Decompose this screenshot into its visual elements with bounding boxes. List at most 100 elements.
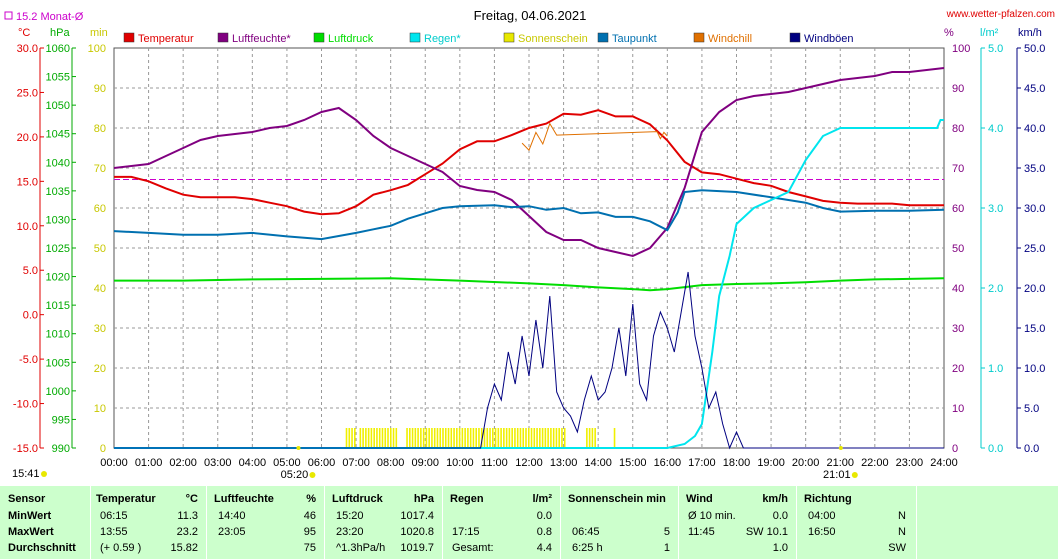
time-tick-label: 21:00 xyxy=(826,457,854,469)
min-tick-label: 100 xyxy=(88,43,106,55)
sunshine-bar xyxy=(387,428,389,448)
min-tick-label: 80 xyxy=(94,123,106,135)
sunshine-bar xyxy=(422,428,425,448)
stats-cell: 6:25 h xyxy=(572,542,603,554)
sunshine-bar xyxy=(433,428,436,448)
sunshine-bar xyxy=(486,428,489,448)
time-tick-label: 08:00 xyxy=(377,457,405,469)
kmh-tick-label: 40.0 xyxy=(1024,123,1045,135)
sunshine-bar xyxy=(442,428,444,448)
pct-tick-label: 20 xyxy=(952,363,964,375)
temp-tick-label: 5.0 xyxy=(23,265,38,277)
stats-cell: 0.8 xyxy=(536,526,552,538)
stats-cell: 95 xyxy=(303,526,316,538)
legend-label: Windböen xyxy=(804,33,854,45)
time-tick-label: 03:00 xyxy=(204,457,232,469)
pct-tick-label: 50 xyxy=(952,243,964,255)
stats-cell: 23.2 xyxy=(176,526,198,538)
temp-tick-label: 10.0 xyxy=(17,221,38,233)
legend: Temperatur Luftfeuchte* Luftdruck Regen* Son… xyxy=(123,32,854,45)
sunshine-bar xyxy=(536,428,538,448)
stats-separator xyxy=(442,486,443,559)
sunshine-bar xyxy=(533,428,536,448)
sunshine-bar xyxy=(373,428,375,448)
legend-label: Sonnenschein xyxy=(518,33,588,45)
stats-cell: 23:05 xyxy=(218,526,246,538)
time-tick-label: 12:00 xyxy=(515,457,543,469)
stats-table: Sensor Temperatur °C Luftfeuchte% Luftdruck h… xyxy=(0,486,1058,559)
unit-min: min xyxy=(90,27,108,39)
sunshine-bar xyxy=(541,428,544,448)
sunshine-bar xyxy=(389,428,392,448)
rain-tick-label: 0.0 xyxy=(988,443,1003,455)
sunshine-bar xyxy=(365,428,367,448)
kmh-tick-label: 5.0 xyxy=(1024,403,1039,415)
sunshine-bar xyxy=(505,428,508,448)
monthly-avg-label: 15.2 Monat-Ø xyxy=(16,11,84,23)
time-tick-label: 00:00 xyxy=(100,457,128,469)
pct-tick-label: 100 xyxy=(952,43,970,55)
kmh-tick-label: 25.0 xyxy=(1024,243,1045,255)
sunshine-bar xyxy=(475,428,477,448)
kmh-tick-label: 20.0 xyxy=(1024,283,1045,295)
sunshine-bar xyxy=(354,428,356,448)
now-sun-icon xyxy=(41,471,47,477)
stats-separator xyxy=(678,486,679,559)
sunshine-bar xyxy=(613,428,616,448)
stats-cell: 15.82 xyxy=(170,542,198,554)
sunshine-bar xyxy=(381,428,384,448)
sunshine-bar xyxy=(500,428,502,448)
stats-separator xyxy=(206,486,207,559)
temp-tick-label: -5.0 xyxy=(19,354,38,366)
legend-swatch xyxy=(693,32,705,43)
site-link[interactable]: www.wetter-pfalzen.com xyxy=(946,9,1055,20)
sunshine-bar xyxy=(494,428,497,448)
sunshine-bar xyxy=(591,428,594,448)
stats-row-label: MinWert xyxy=(8,510,52,522)
stats-header: km/h xyxy=(762,493,788,505)
sunset-icon xyxy=(851,472,858,478)
temp-tick-label: -15.0 xyxy=(13,443,38,455)
stats-cell: SW xyxy=(888,542,906,554)
stats-header: l/m² xyxy=(532,493,552,505)
legend-label: Windchill xyxy=(708,33,752,45)
sunrise-icon xyxy=(309,472,316,478)
pct-tick-label: 40 xyxy=(952,283,964,295)
hpa-tick-label: 1030 xyxy=(46,214,70,226)
stats-cell: 13:55 xyxy=(100,526,128,538)
kmh-tick-label: 30.0 xyxy=(1024,203,1045,215)
stats-cell: 14:40 xyxy=(218,510,246,522)
time-tick-label: 16:00 xyxy=(654,457,682,469)
sunshine-bar xyxy=(525,428,527,448)
stats-header: Luftfeuchte xyxy=(214,493,274,505)
sunshine-bar xyxy=(392,428,395,448)
sunshine-bar xyxy=(436,428,439,448)
time-tick-label: 15:00 xyxy=(619,457,647,469)
kmh-tick-label: 45.0 xyxy=(1024,83,1045,95)
min-tick-label: 40 xyxy=(94,283,106,295)
stats-cell: 04:00 xyxy=(808,510,836,522)
time-tick-label: 07:00 xyxy=(342,457,370,469)
rain-tick-label: 5.0 xyxy=(988,43,1003,55)
time-tick-label: 19:00 xyxy=(757,457,785,469)
sunshine-bar xyxy=(547,428,549,448)
stats-cell: Gesamt: xyxy=(452,542,494,554)
time-tick-label: 23:00 xyxy=(896,457,924,469)
stats-cell: 4.4 xyxy=(536,542,552,554)
sunshine-bar xyxy=(444,428,447,448)
stats-header: hPa xyxy=(413,493,434,505)
sunshine-bar xyxy=(450,428,453,448)
stats-cell: 0.0 xyxy=(772,510,788,522)
monthly-avg-swatch xyxy=(4,11,13,20)
sunshine-bar xyxy=(508,428,511,448)
kmh-tick-label: 50.0 xyxy=(1024,43,1045,55)
stats-header: % xyxy=(306,493,316,505)
pct-tick-label: 30 xyxy=(952,323,964,335)
unit-pct: % xyxy=(944,27,954,39)
sunshine-bar xyxy=(395,428,398,448)
sunshine-bar xyxy=(467,428,469,448)
sunshine-bar xyxy=(480,428,483,448)
hpa-tick-label: 1040 xyxy=(46,157,70,169)
time-tick-label: 01:00 xyxy=(135,457,163,469)
sunrise-label: 05:20 xyxy=(281,469,309,481)
